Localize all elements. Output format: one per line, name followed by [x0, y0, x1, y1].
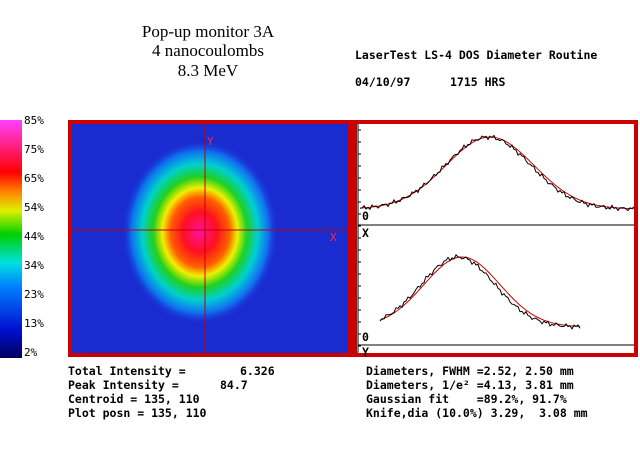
colorbar-label: 34%: [24, 259, 44, 272]
profile-axis-label: Y: [362, 345, 369, 359]
stat-value: 6.326: [240, 364, 275, 378]
profile-curves: [359, 134, 635, 330]
stat-label: Peak Intensity =: [68, 378, 179, 392]
profile-curve: [379, 254, 581, 330]
stat-value: 84.7: [220, 378, 248, 392]
colorbar-labels: 85% 75% 65% 54% 44% 34% 23% 13% 2%: [24, 114, 44, 359]
stat-line: Knife,dia (10.0%) 3.29, 3.08 mm: [366, 406, 588, 420]
stat-line: Gaussian fit =89.2%, 91.7%: [366, 392, 567, 406]
colorbar-label: 13%: [24, 317, 44, 330]
zero-label: 0: [362, 209, 369, 223]
colorbar-label: 54%: [24, 201, 44, 214]
profile-curve: [379, 256, 581, 327]
stats-right: Diameters, FWHM =2.52, 2.50 mm Diameters…: [366, 364, 588, 420]
stats-left: Total Intensity = 6.326 Peak Intensity =…: [68, 364, 275, 420]
x-axis-label: X: [330, 231, 337, 244]
program-name: LaserTest LS-4 DOS Diameter Routine: [355, 48, 597, 62]
stat-line: Diameters, FWHM =2.52, 2.50 mm: [366, 364, 574, 378]
stat-label: Centroid = 135, 110: [68, 392, 200, 406]
profile-axis-label: X: [362, 226, 369, 240]
date: 04/10/97: [355, 75, 410, 89]
colorbar-label: 75%: [24, 143, 44, 156]
profile-area: [357, 124, 634, 353]
stat-label: Plot posn = 135, 110: [68, 406, 207, 420]
axis-ticks: [358, 129, 361, 347]
colorbar-label: 23%: [24, 288, 44, 301]
y-axis-label: Y: [207, 135, 214, 148]
time: 1715 HRS: [450, 75, 505, 89]
stat-line: Diameters, 1/e² =4.13, 3.81 mm: [366, 378, 574, 392]
beam-spot: [122, 140, 278, 324]
colorbar-label: 2%: [24, 346, 38, 359]
title-block: Pop-up monitor 3A 4 nanocoulombs 8.3 MeV: [142, 22, 275, 80]
colorbar: [0, 120, 22, 358]
colorbar-label: 44%: [24, 230, 44, 243]
title-line: 4 nanocoulombs: [152, 41, 264, 60]
stat-label: Total Intensity =: [68, 364, 186, 378]
zero-label: 0: [362, 330, 369, 344]
title-line: Pop-up monitor 3A: [142, 22, 275, 41]
profile-curve: [359, 134, 635, 212]
title-line: 8.3 MeV: [178, 61, 239, 80]
colorbar-label: 85%: [24, 114, 44, 127]
colorbar-label: 65%: [24, 172, 44, 185]
